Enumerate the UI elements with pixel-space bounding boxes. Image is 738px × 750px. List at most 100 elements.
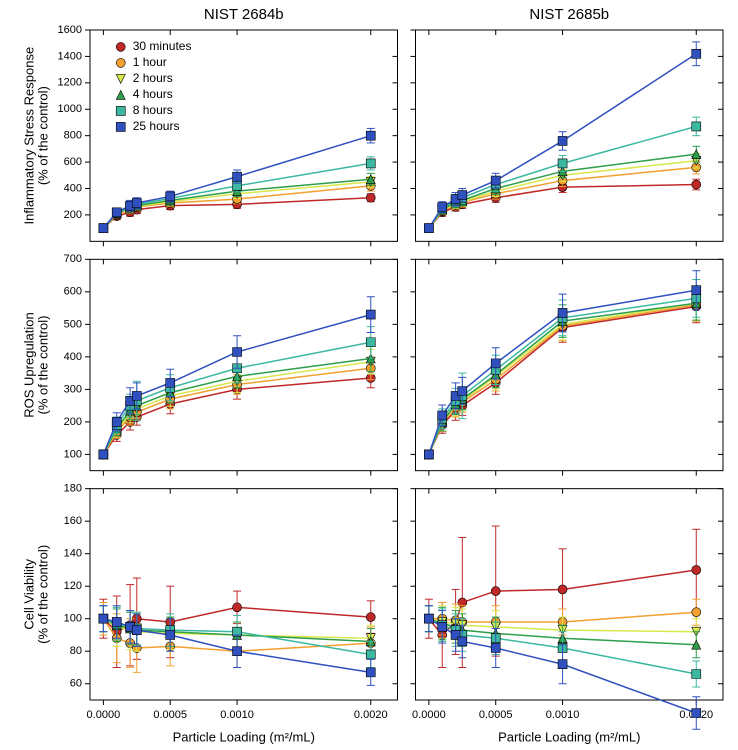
svg-text:0.0000: 0.0000 xyxy=(87,709,121,721)
svg-text:0.0000: 0.0000 xyxy=(412,709,446,721)
series-marker xyxy=(233,172,242,181)
svg-text:0.0010: 0.0010 xyxy=(546,709,580,721)
series-marker xyxy=(366,193,375,202)
series-marker xyxy=(366,613,375,622)
svg-text:200: 200 xyxy=(64,209,82,221)
series-marker xyxy=(692,608,701,617)
series-marker xyxy=(692,709,701,718)
series-marker xyxy=(438,411,447,420)
y-axis-label: Inflammatory Stress Response xyxy=(21,47,36,225)
series-marker xyxy=(558,136,567,145)
svg-text:1000: 1000 xyxy=(58,103,82,115)
series-marker xyxy=(424,614,433,623)
svg-text:0.0010: 0.0010 xyxy=(220,709,254,721)
svg-text:0.0005: 0.0005 xyxy=(479,709,513,721)
series-marker xyxy=(132,199,141,208)
svg-text:300: 300 xyxy=(64,383,82,395)
legend-label: 25 hours xyxy=(133,119,180,133)
legend-label: 4 hours xyxy=(133,87,173,101)
legend-label: 30 minutes xyxy=(133,39,192,53)
x-axis-label: Particle Loading (m²/mL) xyxy=(173,729,315,744)
panel-0-0: 200 400 600 800 1000 1200 1400 1600 Inflammatory… xyxy=(21,24,397,246)
svg-text:400: 400 xyxy=(64,351,82,363)
series-marker xyxy=(438,202,447,211)
series-marker xyxy=(491,643,500,652)
series-marker xyxy=(692,180,701,189)
series-marker xyxy=(166,630,175,639)
svg-text:700: 700 xyxy=(64,253,82,265)
svg-text:140: 140 xyxy=(64,548,82,560)
series-marker xyxy=(233,347,242,356)
series-marker xyxy=(132,626,141,635)
legend-marker xyxy=(116,122,125,131)
y-axis-label: (% of the control) xyxy=(35,86,50,185)
y-axis-label: Cell Viability xyxy=(21,559,36,630)
column-title: NIST 2684b xyxy=(204,6,284,23)
legend-marker xyxy=(116,106,125,115)
svg-text:600: 600 xyxy=(64,286,82,298)
svg-text:160: 160 xyxy=(64,515,82,527)
series-marker xyxy=(132,391,141,400)
series-marker xyxy=(99,224,108,233)
series-marker xyxy=(366,159,375,168)
y-axis-label: (% of the control) xyxy=(35,545,50,644)
svg-text:800: 800 xyxy=(64,130,82,142)
series-marker xyxy=(424,450,433,459)
series-marker xyxy=(366,310,375,319)
series-marker xyxy=(458,387,467,396)
svg-text:100: 100 xyxy=(64,448,82,460)
legend-marker xyxy=(116,74,125,83)
svg-text:1600: 1600 xyxy=(58,24,82,36)
series-marker xyxy=(366,668,375,677)
legend-marker xyxy=(116,42,125,51)
svg-text:500: 500 xyxy=(64,318,82,330)
series-marker xyxy=(558,159,567,168)
figure: NIST 2684bNIST 2685b20040060080010001200… xyxy=(0,0,738,750)
svg-text:200: 200 xyxy=(64,416,82,428)
svg-text:180: 180 xyxy=(64,483,82,495)
series-marker xyxy=(233,603,242,612)
legend-marker xyxy=(116,90,125,99)
legend-label: 2 hours xyxy=(133,71,173,85)
series-marker xyxy=(166,378,175,387)
series-marker xyxy=(692,49,701,58)
x-axis-label: Particle Loading (m²/mL) xyxy=(498,729,640,744)
series-marker xyxy=(458,637,467,646)
series-marker xyxy=(558,308,567,317)
svg-text:1200: 1200 xyxy=(58,77,82,89)
svg-text:100: 100 xyxy=(64,613,82,625)
legend-label: 8 hours xyxy=(133,103,173,117)
svg-text:600: 600 xyxy=(64,156,82,168)
svg-text:1400: 1400 xyxy=(58,50,82,62)
legend-label: 1 hour xyxy=(133,55,167,69)
series-marker xyxy=(366,650,375,659)
series-marker xyxy=(366,338,375,347)
series-marker xyxy=(112,208,121,217)
svg-text:60: 60 xyxy=(70,678,82,690)
series-marker xyxy=(424,224,433,233)
legend-marker xyxy=(116,58,125,67)
series-marker xyxy=(438,622,447,631)
series-marker xyxy=(491,359,500,368)
series-marker xyxy=(692,669,701,678)
panel-2-1: 0.00000.00050.00100.0020Particle Loading… xyxy=(411,489,724,745)
series-marker xyxy=(692,122,701,131)
y-axis-label: ROS Upregulation xyxy=(21,312,36,418)
svg-text:0.0020: 0.0020 xyxy=(354,709,388,721)
column-title: NIST 2685b xyxy=(529,6,609,23)
series-marker xyxy=(233,647,242,656)
panel-1-1 xyxy=(411,259,724,475)
series-marker xyxy=(491,176,500,185)
series-marker xyxy=(166,192,175,201)
svg-text:0.0005: 0.0005 xyxy=(153,709,187,721)
series-marker xyxy=(112,417,121,426)
svg-text:400: 400 xyxy=(64,182,82,194)
panel-2-0: 60801001201401601800.00000.00050.00100.0… xyxy=(21,483,397,745)
series-marker xyxy=(458,191,467,200)
series-marker xyxy=(112,617,121,626)
series-marker xyxy=(692,286,701,295)
series-marker xyxy=(558,660,567,669)
svg-text:120: 120 xyxy=(64,580,82,592)
series-marker xyxy=(99,614,108,623)
panel-0-1 xyxy=(411,30,724,246)
